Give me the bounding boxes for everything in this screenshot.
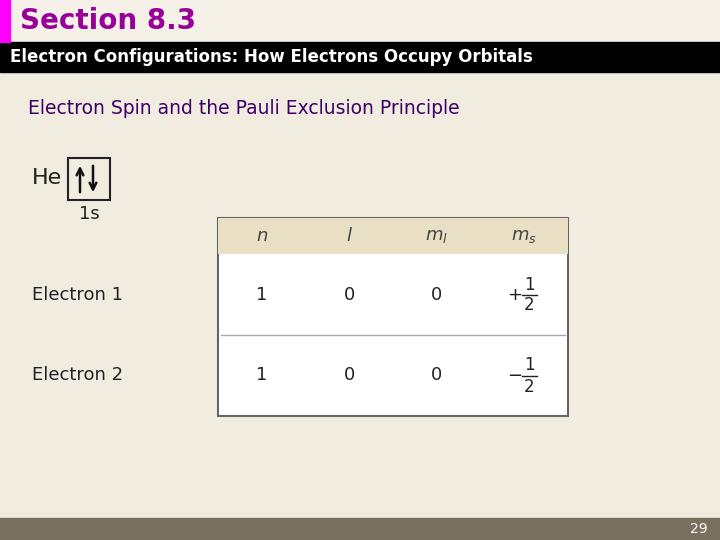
Text: $m_l$: $m_l$ [426, 227, 449, 245]
Text: 0: 0 [431, 367, 442, 384]
Text: +: + [507, 286, 522, 303]
Text: 1: 1 [524, 356, 534, 375]
Text: −: − [507, 367, 522, 384]
Bar [218, 218, 568, 254]
Text: $l$: $l$ [346, 227, 353, 245]
Text: 1: 1 [524, 275, 534, 294]
Text: 29: 29 [690, 522, 708, 536]
Text: 1: 1 [256, 286, 267, 303]
Text: 0: 0 [431, 286, 442, 303]
Text: Section 8.3: Section 8.3 [20, 7, 196, 35]
Text: $m_s$: $m_s$ [511, 227, 537, 245]
Text: 1: 1 [256, 367, 267, 384]
Bar [218, 218, 568, 416]
Text: 2: 2 [524, 296, 534, 314]
Text: Electron 2: Electron 2 [32, 367, 123, 384]
Text: Electron Spin and the Pauli Exclusion Principle: Electron Spin and the Pauli Exclusion Pr… [28, 98, 459, 118]
Text: He: He [32, 168, 62, 188]
Text: Electron Configurations: How Electrons Occupy Orbitals: Electron Configurations: How Electrons O… [10, 48, 533, 66]
Bar [0, 0, 720, 42]
Bar [0, 518, 720, 540]
Text: 0: 0 [343, 286, 355, 303]
Bar [0, 42, 720, 72]
Bar [0, 0, 10, 42]
Text: 2: 2 [524, 377, 534, 395]
Text: 0: 0 [343, 367, 355, 384]
Text: 1s: 1s [78, 205, 99, 223]
Text: $n$: $n$ [256, 227, 268, 245]
Text: Electron 1: Electron 1 [32, 286, 123, 303]
Bar [68, 158, 110, 200]
